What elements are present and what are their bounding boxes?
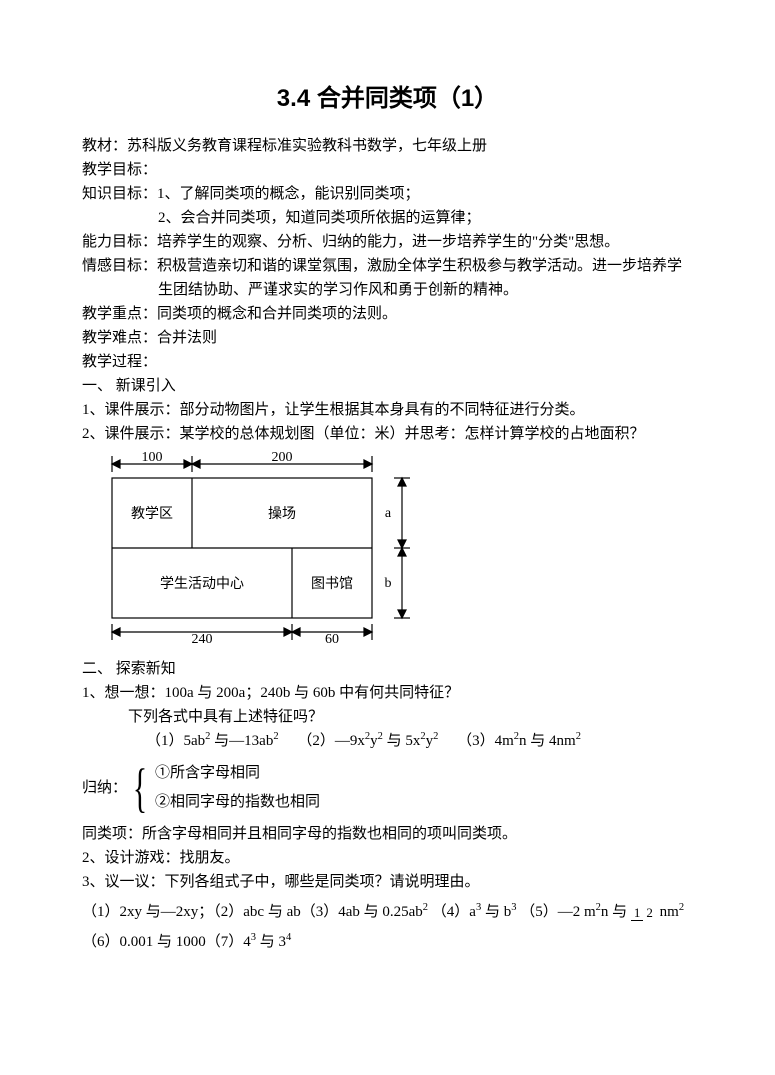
teaching-difficulty: 教学难点：合并法则 bbox=[82, 326, 693, 350]
section-1-item-1: 1、课件展示：部分动物图片，让学生根据其本身具有的不同特征进行分类。 bbox=[82, 398, 693, 422]
page-title: 3.4 合并同类项（1） bbox=[82, 80, 693, 118]
question-line-1: （1）2xy 与—2xy；（2）abc 与 ab（3）4ab 与 0.25ab2… bbox=[82, 900, 693, 924]
brace-icon: { bbox=[133, 761, 147, 815]
svg-text:学生活动中心: 学生活动中心 bbox=[160, 576, 244, 592]
knowledge-goal-2: 2、会合并同类项，知道同类项所依据的运算律； bbox=[82, 206, 693, 230]
section-2-discuss: 3、议一议：下列各组式子中，哪些是同类项？请说明理由。 bbox=[82, 870, 693, 894]
school-layout-diagram: 100 200 240 60 a b 教学区 操场 学生活动中心 图书馆 bbox=[92, 450, 693, 653]
svg-text:200: 200 bbox=[272, 450, 293, 465]
section-1-item-2: 2、课件展示：某学校的总体规划图（单位：米）并思考：怎样计算学校的占地面积？ bbox=[82, 422, 693, 446]
emotion-goal-1: 情感目标：积极营造亲切和谐的课堂氛围，激励全体学生积极参与教学活动。进一步培养学 bbox=[82, 254, 693, 278]
svg-text:a: a bbox=[385, 506, 392, 521]
svg-text:240: 240 bbox=[192, 632, 213, 645]
knowledge-goal-1: 知识目标：1、了解同类项的概念，能识别同类项； bbox=[82, 182, 693, 206]
section-2-think: 1、想一想：100a 与 200a；240b 与 60b 中有何共同特征？ bbox=[82, 681, 693, 705]
ability-goal: 能力目标：培养学生的观察、分析、归纳的能力，进一步培养学生的"分类"思想。 bbox=[82, 230, 693, 254]
teaching-process: 教学过程： bbox=[82, 350, 693, 374]
section-2-think-b: 下列各式中具有上述特征吗？ bbox=[82, 705, 693, 729]
section-2-exprs: （1）5ab2 与—13ab2 （2）—9x2y2 与 5x2y2 （3）4m2… bbox=[82, 729, 693, 753]
svg-text:操场: 操场 bbox=[268, 506, 296, 522]
svg-text:60: 60 bbox=[325, 632, 339, 645]
section-2-heading: 二、 探索新知 bbox=[82, 657, 693, 681]
emotion-goal-2: 生团结协助、严谨求实的学习作风和勇于创新的精神。 bbox=[82, 278, 693, 302]
textbook-info: 教材：苏科版义务教育课程标准实验教科书数学，七年级上册 bbox=[82, 134, 693, 158]
svg-text:图书馆: 图书馆 bbox=[311, 576, 353, 592]
section-2-game: 2、设计游戏：找朋友。 bbox=[82, 846, 693, 870]
induction-item-2: ②相同字母的指数也相同 bbox=[155, 788, 320, 817]
goals-heading: 教学目标： bbox=[82, 158, 693, 182]
induction-label: 归纳： bbox=[82, 776, 127, 800]
section-1-heading: 一、 新课引入 bbox=[82, 374, 693, 398]
teaching-focus: 教学重点：同类项的概念和合并同类项的法则。 bbox=[82, 302, 693, 326]
svg-text:b: b bbox=[385, 576, 392, 591]
induction-item-1: ①所含字母相同 bbox=[155, 759, 320, 788]
definition: 同类项：所含字母相同并且相同字母的指数也相同的项叫同类项。 bbox=[82, 822, 693, 846]
induction-row: 归纳： { ①所含字母相同 ②相同字母的指数也相同 bbox=[82, 759, 693, 816]
svg-text:100: 100 bbox=[142, 450, 163, 465]
question-line-2: （6）0.001 与 1000（7）43 与 34 bbox=[82, 930, 693, 954]
svg-text:教学区: 教学区 bbox=[131, 506, 173, 522]
